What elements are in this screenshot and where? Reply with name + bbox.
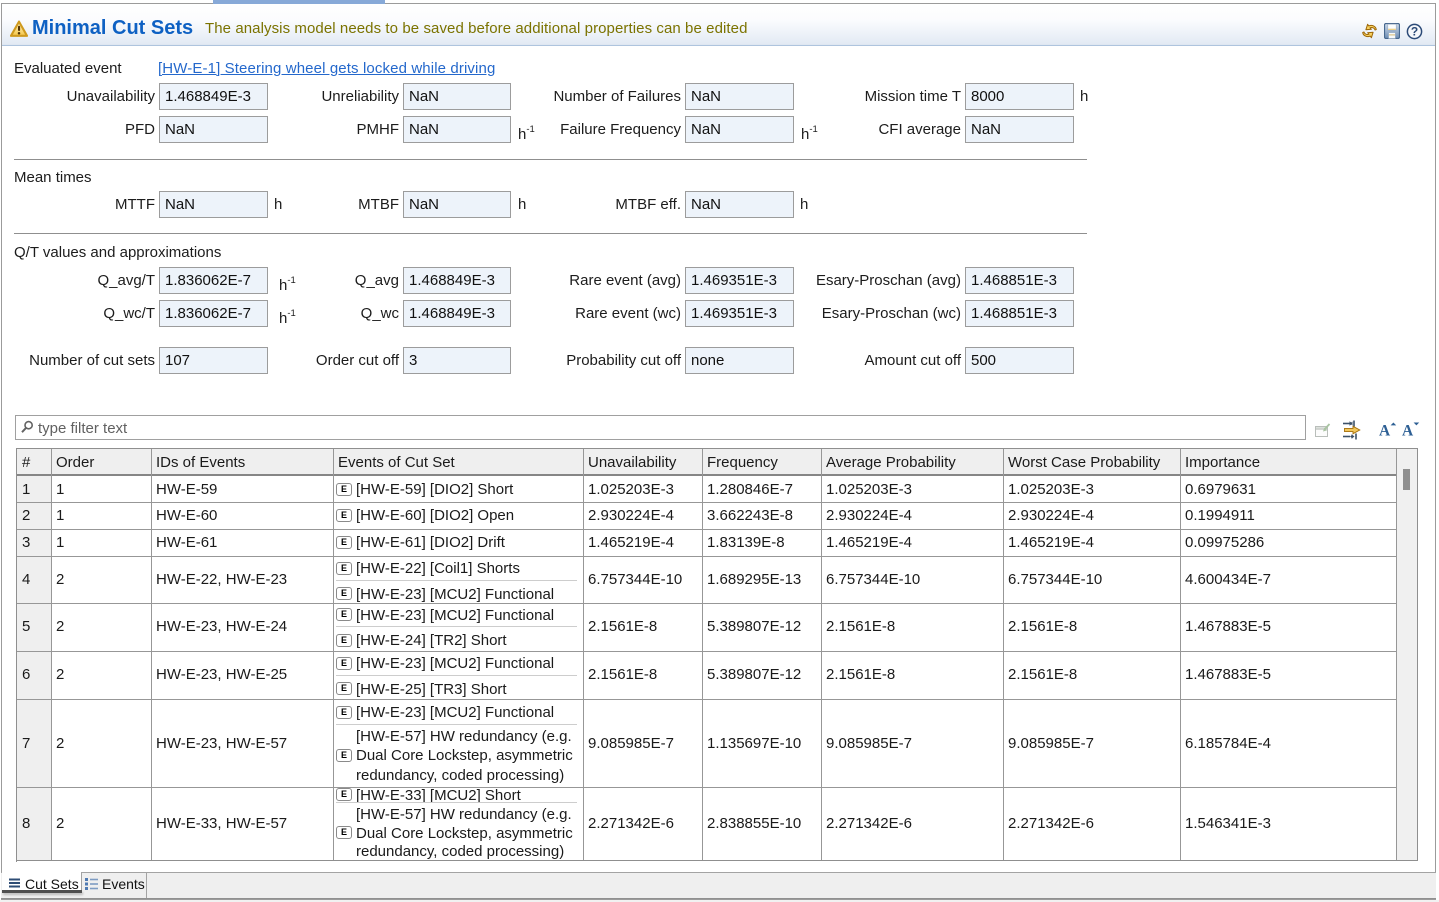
svg-text:A: A [1402, 423, 1414, 439]
svg-text:A: A [1379, 423, 1391, 439]
svg-text:?: ? [1411, 25, 1418, 39]
